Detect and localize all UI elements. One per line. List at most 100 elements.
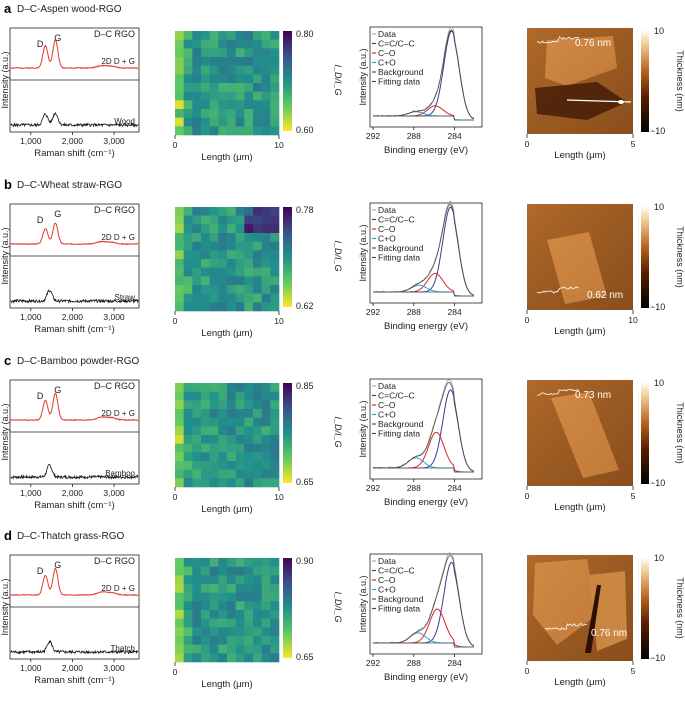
map-cell xyxy=(270,215,280,225)
xps-xlabel: Binding energy (eV) xyxy=(384,321,468,332)
map-colorbar xyxy=(283,383,292,483)
panel-d: d D–C-Thatch grass-RGO D–C RGO DG 2D D + G Th… xyxy=(0,528,685,690)
map-xmin: 0 xyxy=(173,140,178,150)
map-cell xyxy=(244,39,254,49)
map-cell xyxy=(244,478,254,488)
map-cell xyxy=(270,566,280,576)
map-cell xyxy=(192,558,202,567)
map-cell xyxy=(227,259,236,268)
map-cell xyxy=(253,267,262,277)
map-cell xyxy=(175,478,184,488)
map-cell xyxy=(175,207,184,216)
map-cell xyxy=(261,558,271,567)
map-cell xyxy=(261,39,271,49)
map-cell xyxy=(192,233,202,242)
map-cell xyxy=(261,409,271,418)
map-cell xyxy=(183,592,193,602)
map-cell xyxy=(183,302,193,312)
raman-2d-label: 2D D + G xyxy=(101,584,135,593)
map-cell xyxy=(227,610,236,619)
xps-co-component xyxy=(373,105,474,121)
map-cell xyxy=(192,383,202,392)
map-cell xyxy=(183,57,193,66)
map-cell xyxy=(218,566,228,576)
map-cell xyxy=(227,31,236,40)
map-cell xyxy=(183,478,193,488)
map-cell xyxy=(218,39,228,49)
map-cell xyxy=(270,575,280,585)
raman-tick-label: 2,000 xyxy=(62,663,84,673)
map-cell xyxy=(183,293,193,303)
map-cell xyxy=(209,91,219,101)
map-cell xyxy=(201,267,210,277)
map-cell xyxy=(183,435,193,444)
map-cell xyxy=(218,469,228,479)
map-cell xyxy=(253,452,262,462)
map-cell xyxy=(209,469,219,479)
map-cell xyxy=(192,207,202,216)
afm-image: 0.62 nm 0 10 Length (μm) 10 −10 Thickness (nm) xyxy=(525,202,685,337)
map-cell xyxy=(183,83,193,92)
afm-colorbar xyxy=(641,206,649,308)
map-cell xyxy=(235,584,245,593)
legend-co: C–O xyxy=(378,575,396,585)
map-cell xyxy=(270,391,280,401)
map-cell xyxy=(235,39,245,49)
legend-fit: Fitting data xyxy=(378,77,420,87)
raman-2d-label: 2D D + G xyxy=(101,409,135,418)
raman-xlabel: Raman shift (cm⁻¹) xyxy=(34,148,115,159)
map-cell xyxy=(201,627,210,637)
panel-title: D–C-Wheat straw-RGO xyxy=(17,180,122,191)
map-cell xyxy=(201,207,210,216)
map-cell xyxy=(218,478,228,488)
map-cell xyxy=(235,109,245,118)
map-cell xyxy=(227,426,236,436)
map-cell xyxy=(183,627,193,637)
map-cell xyxy=(183,417,193,427)
map-cell xyxy=(183,215,193,225)
map-cell xyxy=(244,276,254,286)
map-cell xyxy=(270,83,280,92)
map-cell xyxy=(183,241,193,251)
map-cell xyxy=(175,610,184,619)
map-cell xyxy=(235,452,245,462)
map-cell xyxy=(201,601,210,611)
map-cell xyxy=(261,636,271,645)
map-cell xyxy=(218,601,228,611)
map-cell xyxy=(270,126,280,136)
map-cell xyxy=(175,109,184,118)
map-cell xyxy=(235,636,245,645)
raman-tick-label: 1,000 xyxy=(20,312,42,322)
map-cell xyxy=(183,610,193,619)
afm-xmin: 0 xyxy=(525,666,530,676)
map-cell xyxy=(218,618,228,628)
map-cell xyxy=(253,91,262,101)
map-cell xyxy=(192,452,202,462)
map-cell xyxy=(253,400,262,410)
panel-a: a D–C-Aspen wood-RGO D–C RGO DG 2D D + G Wood… xyxy=(0,1,685,163)
map-cell xyxy=(192,417,202,427)
map-cell xyxy=(270,48,280,58)
map-cell xyxy=(218,575,228,585)
map-cell xyxy=(201,636,210,645)
map-cell xyxy=(183,653,193,663)
map-cell xyxy=(261,224,271,234)
map-cell xyxy=(227,48,236,58)
map-cell xyxy=(175,618,184,628)
map-cell xyxy=(209,74,219,84)
map-cell xyxy=(235,601,245,611)
map-cell xyxy=(209,207,219,216)
map-cell xyxy=(209,285,219,294)
raman-rgo-line xyxy=(10,39,139,70)
map-cell xyxy=(261,259,271,268)
map-cell xyxy=(175,259,184,268)
afm-cbar-min: −10 xyxy=(650,478,665,488)
map-cell xyxy=(261,610,271,619)
map-cell xyxy=(253,426,262,436)
raman-rgo-label: D–C RGO xyxy=(94,29,135,39)
map-cell xyxy=(235,644,245,654)
map-cell xyxy=(175,250,184,260)
raman-sample-label: Straw xyxy=(115,293,136,302)
map-cell xyxy=(175,285,184,294)
